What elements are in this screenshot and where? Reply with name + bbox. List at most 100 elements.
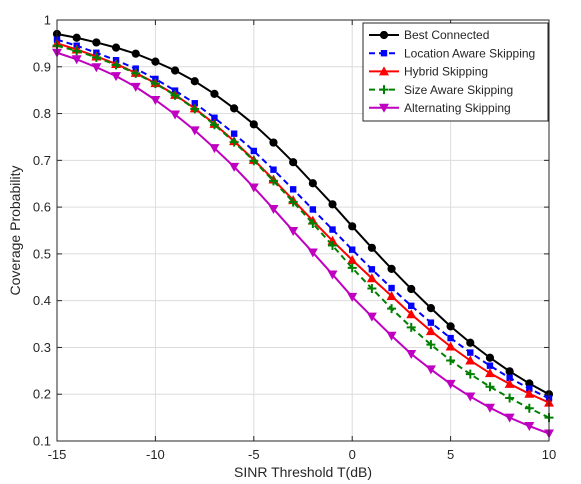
data-point-alternating-skipping (189, 126, 200, 136)
data-point-location-aware-skipping (447, 334, 454, 342)
axis-ticks: -15 -10 -5 0 5 10 0.1 0.2 0.3 0.4 0.5 0.6 0.7 0.8 0.9 1 (33, 13, 556, 463)
data-point-location-aware-skipping (309, 206, 317, 213)
data-point-size-aware-skipping (249, 156, 259, 166)
data-point-location-aware-skipping (467, 349, 474, 356)
data-point-best-connected (387, 264, 396, 273)
data-point-best-connected (289, 158, 298, 167)
data-point-size-aware-skipping (190, 104, 200, 114)
data-point-size-aware-skipping (485, 382, 495, 392)
data-point-hybrid-skipping (366, 273, 377, 283)
data-point-best-connected (210, 89, 219, 99)
data-point-size-aware-skipping (91, 52, 101, 62)
data-point-best-connected (505, 367, 514, 376)
data-point-size-aware-skipping (367, 284, 377, 294)
data-point-alternating-skipping (347, 292, 358, 302)
data-point-location-aware-skipping (408, 302, 415, 310)
data-point-size-aware-skipping (387, 304, 397, 314)
y-tick-label: 0.6 (33, 200, 51, 215)
data-point-alternating-skipping (425, 365, 436, 375)
y-tick-label: 0.5 (33, 246, 51, 261)
data-point-location-aware-skipping (388, 284, 395, 292)
data-point-hybrid-skipping (386, 290, 397, 300)
plot-frame (56, 19, 550, 442)
data-point-size-aware-skipping (268, 176, 278, 186)
data-point-location-aware-skipping (486, 362, 494, 369)
data-point-location-aware-skipping (368, 266, 376, 273)
x-tick-label: 5 (447, 447, 454, 462)
data-point-best-connected (170, 66, 180, 75)
data-point-size-aware-skipping (209, 120, 219, 130)
data-point-size-aware-skipping (347, 263, 357, 273)
legend-marker-size-aware-skipping (379, 85, 389, 95)
data-point-alternating-skipping (130, 82, 141, 92)
data-point-hybrid-skipping (406, 309, 417, 319)
legend-marker-alternating-skipping (379, 103, 389, 113)
data-point-location-aware-skipping (230, 130, 238, 137)
data-point-best-connected (466, 338, 475, 347)
data-point-best-connected (407, 284, 416, 294)
data-point-best-connected (426, 304, 436, 313)
data-point-size-aware-skipping (406, 322, 416, 332)
data-point-size-aware-skipping (131, 68, 141, 78)
data-point-best-connected (485, 353, 495, 362)
data-point-alternating-skipping (111, 72, 122, 82)
legend-marker-best-connected (379, 30, 389, 40)
y-tick-label: 0.1 (33, 434, 51, 449)
data-point-size-aware-skipping (524, 403, 534, 413)
data-point-best-connected (249, 120, 258, 129)
data-point-location-aware-skipping (526, 385, 533, 392)
x-axis-label: SINR Threshold T(dB) (234, 464, 372, 480)
data-point-location-aware-skipping (270, 166, 277, 173)
y-tick-label: 0.8 (33, 106, 51, 121)
data-point-best-connected (446, 322, 455, 331)
data-point-alternating-skipping (170, 110, 181, 120)
y-tick-label: 0.4 (33, 293, 51, 308)
data-point-alternating-skipping (386, 331, 397, 341)
series-alternating-skipping (52, 48, 554, 439)
data-point-hybrid-skipping (465, 355, 476, 365)
data-point-size-aware-skipping (505, 393, 515, 403)
data-point-location-aware-skipping (427, 319, 435, 326)
x-tick-label: -15 (48, 447, 67, 462)
data-point-best-connected (151, 57, 160, 66)
y-tick-label: 0.7 (33, 153, 51, 168)
data-point-best-connected (72, 33, 81, 42)
data-point-hybrid-skipping (347, 254, 358, 264)
data-point-hybrid-skipping (445, 341, 456, 351)
data-point-size-aware-skipping (72, 46, 82, 56)
y-tick-label: 1 (44, 13, 51, 28)
data-point-size-aware-skipping (288, 197, 298, 207)
data-point-alternating-skipping (406, 349, 417, 359)
data-point-hybrid-skipping (425, 326, 436, 336)
data-point-alternating-skipping (91, 63, 102, 73)
data-point-size-aware-skipping (308, 218, 318, 228)
data-point-size-aware-skipping (150, 79, 160, 89)
y-tick-label: 0.9 (33, 59, 51, 74)
data-point-best-connected (348, 222, 357, 231)
y-tick-label: 0.2 (33, 387, 51, 402)
legend-label-location-aware-skipping: Location Aware Skipping (404, 46, 535, 60)
data-point-alternating-skipping (209, 144, 220, 154)
data-point-hybrid-skipping (524, 388, 535, 398)
y-axis-label: Coverage Probability (7, 166, 23, 296)
data-point-location-aware-skipping (211, 114, 218, 121)
data-point-alternating-skipping (465, 392, 476, 402)
data-point-alternating-skipping (229, 162, 240, 172)
data-point-location-aware-skipping (250, 147, 257, 155)
y-tick-label: 0.3 (33, 340, 51, 355)
x-tick-label: -5 (248, 447, 260, 462)
data-point-hybrid-skipping (504, 378, 515, 388)
data-point-best-connected (190, 77, 199, 86)
data-point-alternating-skipping (366, 312, 377, 322)
data-point-size-aware-skipping (328, 240, 338, 250)
grid (56, 19, 550, 442)
data-point-size-aware-skipping (229, 137, 239, 147)
data-point-size-aware-skipping (446, 356, 456, 366)
legend-label-size-aware-skipping: Size Aware Skipping (404, 83, 513, 97)
data-point-alternating-skipping (248, 183, 259, 193)
data-point-alternating-skipping (268, 204, 279, 214)
data-point-size-aware-skipping (426, 340, 436, 350)
data-point-alternating-skipping (484, 403, 495, 413)
legend: Best Connected Location Aware Skipping Hyb… (362, 22, 549, 122)
